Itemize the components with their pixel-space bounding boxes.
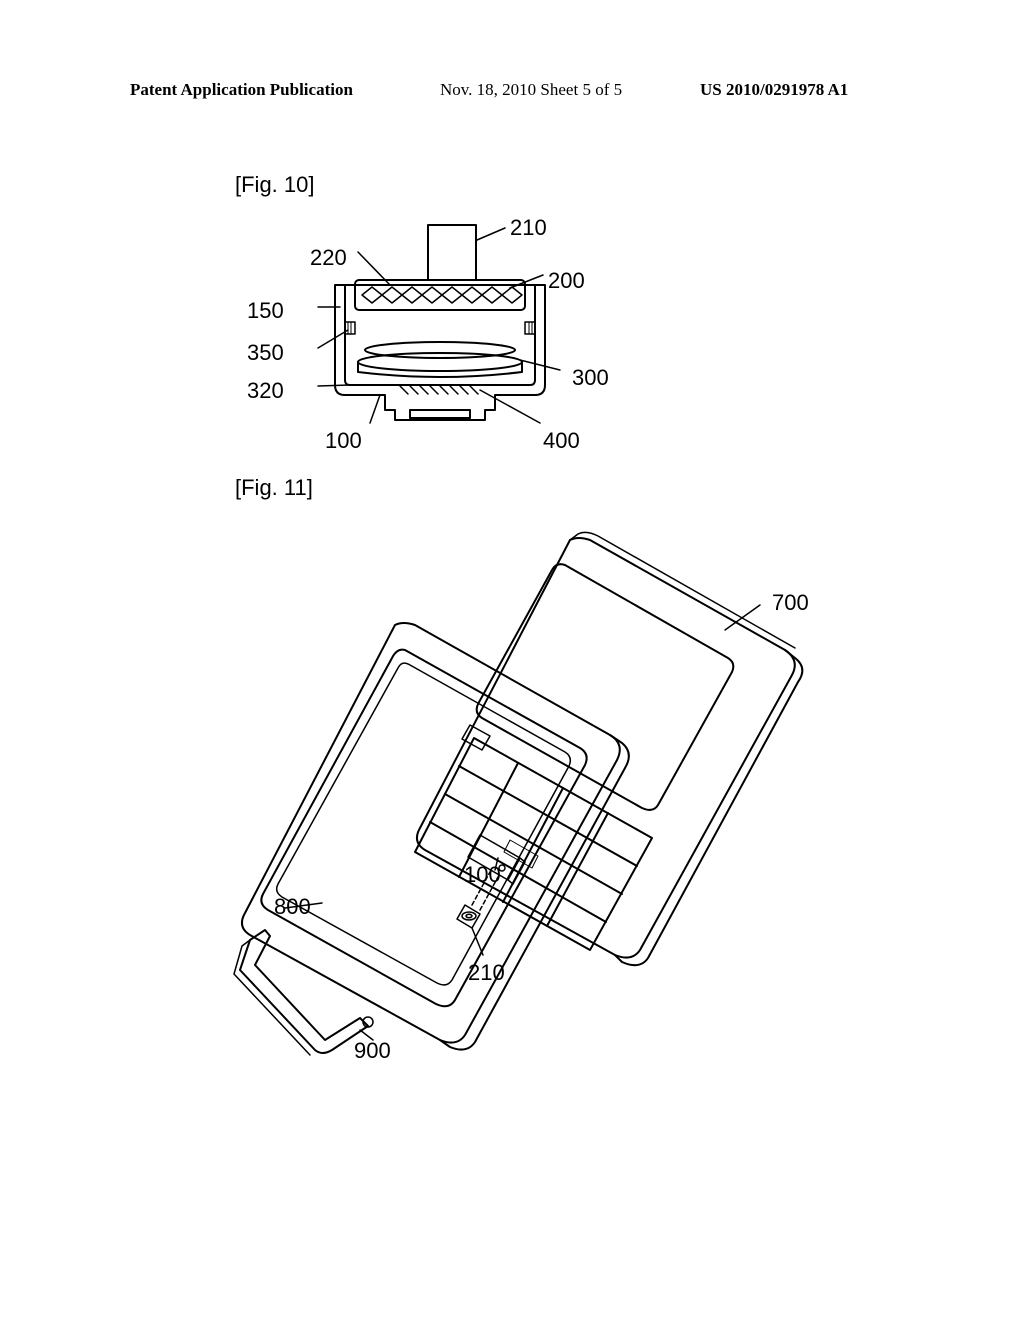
ref-210: 210 (510, 215, 547, 241)
page-header: Patent Application Publication Nov. 18, … (0, 80, 1024, 110)
publication-type: Patent Application Publication (130, 80, 353, 100)
ref-400: 400 (543, 428, 580, 454)
ref-200: 200 (548, 268, 585, 294)
ref-210b: 210 (468, 960, 505, 986)
fig10-label: [Fig. 10] (235, 172, 314, 198)
fig11-drawing (220, 510, 820, 1070)
publication-number: US 2010/0291978 A1 (700, 80, 848, 100)
ref-100: 100 (325, 428, 362, 454)
ref-100b: 100 (464, 862, 501, 888)
ref-150: 150 (247, 298, 284, 324)
patent-page: Patent Application Publication Nov. 18, … (0, 0, 1024, 1320)
ref-700: 700 (772, 590, 809, 616)
ref-320: 320 (247, 378, 284, 404)
ref-900: 900 (354, 1038, 391, 1064)
ref-220: 220 (310, 245, 347, 271)
ref-350: 350 (247, 340, 284, 366)
ref-300: 300 (572, 365, 609, 391)
fig11-label: [Fig. 11] (235, 475, 313, 501)
ref-800: 800 (274, 894, 311, 920)
date-sheet: Nov. 18, 2010 Sheet 5 of 5 (440, 80, 622, 100)
